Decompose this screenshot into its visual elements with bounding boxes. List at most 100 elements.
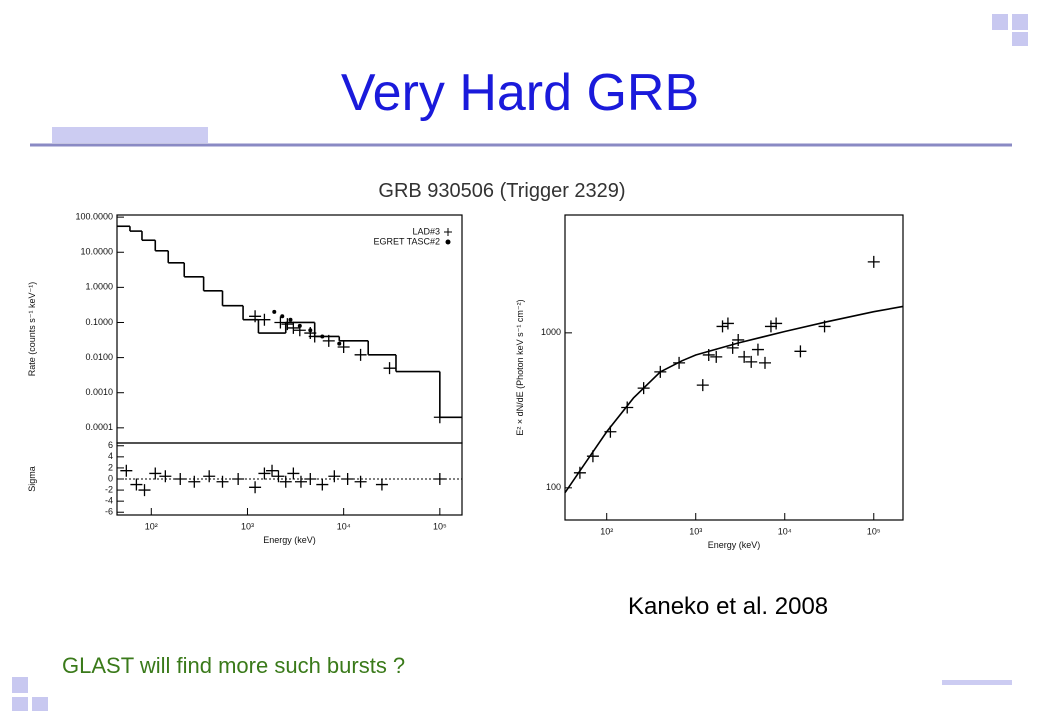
data-point bbox=[354, 348, 367, 361]
citation: Kaneko et al. 2008 bbox=[628, 593, 828, 620]
data-point bbox=[297, 323, 302, 328]
data-point bbox=[288, 317, 293, 322]
data-point bbox=[279, 475, 292, 488]
legend-marker bbox=[445, 239, 451, 245]
data-point bbox=[770, 317, 783, 330]
data-point bbox=[203, 470, 216, 483]
data-point bbox=[216, 475, 229, 488]
data-point bbox=[174, 473, 187, 485]
data-point bbox=[738, 350, 751, 363]
data-point bbox=[732, 333, 745, 346]
y-tick-label: 0.0001 bbox=[85, 422, 113, 432]
y-tick-label: 0.0100 bbox=[85, 352, 113, 362]
data-point bbox=[320, 334, 325, 339]
data-point bbox=[721, 317, 734, 330]
data-point bbox=[654, 365, 667, 378]
data-point bbox=[130, 478, 143, 491]
data-point bbox=[702, 348, 715, 361]
data-point bbox=[818, 320, 831, 333]
data-point bbox=[249, 481, 262, 494]
data-point bbox=[604, 425, 617, 438]
data-point bbox=[304, 473, 317, 485]
data-point bbox=[354, 475, 367, 488]
data-point bbox=[159, 470, 172, 483]
y-tick-label: 1000 bbox=[541, 327, 561, 337]
y-tick-label: -4 bbox=[105, 496, 113, 506]
data-point bbox=[573, 466, 586, 479]
y-tick-label: 6 bbox=[108, 440, 113, 450]
data-point bbox=[266, 464, 279, 477]
data-point bbox=[383, 362, 396, 375]
slide-title: Very Hard GRB bbox=[341, 64, 699, 122]
data-point bbox=[258, 467, 271, 480]
x-tick-label: 10² bbox=[145, 521, 158, 531]
x-tick-label: 10² bbox=[600, 526, 613, 536]
y-tick-label: 100.0000 bbox=[75, 212, 113, 222]
x-axis-label: Energy (keV) bbox=[263, 535, 316, 545]
decor-bar bbox=[942, 680, 1012, 685]
y-tick-label: -6 bbox=[105, 507, 113, 517]
y-tick-label: 1.0000 bbox=[85, 282, 113, 292]
data-point bbox=[673, 356, 686, 369]
data-point bbox=[272, 309, 277, 314]
y-tick-label: 100 bbox=[546, 482, 561, 492]
data-point bbox=[867, 255, 880, 268]
decor-square bbox=[12, 677, 28, 693]
y-axis-label: Sigma bbox=[27, 466, 37, 492]
data-point bbox=[188, 475, 201, 488]
decor-square bbox=[1012, 14, 1028, 30]
y-tick-label: 4 bbox=[108, 451, 113, 461]
y-tick-label: 0 bbox=[108, 473, 113, 483]
data-point bbox=[232, 473, 245, 485]
data-point bbox=[758, 356, 771, 369]
data-point bbox=[764, 320, 777, 333]
y-tick-label: 10.0000 bbox=[80, 247, 113, 257]
data-point bbox=[280, 314, 285, 319]
x-axis-label: Energy (keV) bbox=[708, 540, 761, 550]
data-point bbox=[322, 334, 335, 347]
decor-square bbox=[32, 697, 48, 711]
model-line bbox=[564, 305, 904, 494]
legend-label: EGRET TASC#2 bbox=[373, 236, 440, 246]
data-point bbox=[328, 470, 341, 483]
data-point bbox=[433, 473, 446, 485]
decor-square bbox=[12, 697, 28, 711]
data-point bbox=[138, 484, 151, 497]
legend-label: LAD#3 bbox=[412, 226, 440, 236]
data-point bbox=[341, 473, 354, 485]
data-point bbox=[745, 355, 758, 368]
decor-square bbox=[992, 14, 1008, 30]
data-point bbox=[120, 464, 133, 477]
x-tick-label: 10⁴ bbox=[337, 521, 351, 531]
data-point bbox=[274, 316, 287, 329]
data-point bbox=[308, 328, 313, 333]
x-tick-label: 10⁴ bbox=[778, 526, 792, 536]
x-tick-label: 10³ bbox=[241, 521, 254, 531]
data-point bbox=[272, 470, 285, 483]
plot-frame bbox=[564, 214, 904, 521]
data-point bbox=[149, 467, 162, 480]
data-point bbox=[794, 345, 807, 358]
data-point bbox=[316, 478, 329, 491]
data-point bbox=[287, 321, 300, 334]
data-point bbox=[621, 401, 634, 414]
plot-frame bbox=[116, 214, 463, 444]
figure-title: GRB 930506 (Trigger 2329) bbox=[378, 180, 625, 202]
data-point bbox=[249, 310, 262, 323]
data-point bbox=[710, 350, 723, 363]
legend-marker bbox=[444, 228, 452, 236]
decor-bar bbox=[52, 127, 208, 143]
y-tick-label: -2 bbox=[105, 484, 113, 494]
x-tick-label: 10⁵ bbox=[867, 526, 881, 536]
y-axis-label: Rate (counts s⁻¹ keV⁻¹) bbox=[27, 282, 37, 377]
y-tick-label: 0.0010 bbox=[85, 387, 113, 397]
data-point bbox=[716, 320, 729, 333]
data-point bbox=[308, 330, 321, 343]
y-axis-label: E² × dN/dE (Photon keV s⁻¹ cm⁻²) bbox=[515, 299, 525, 435]
data-point bbox=[375, 478, 388, 491]
data-point bbox=[337, 341, 350, 354]
footer-text: GLAST will find more such bursts ? bbox=[62, 653, 405, 678]
data-point bbox=[696, 379, 709, 392]
